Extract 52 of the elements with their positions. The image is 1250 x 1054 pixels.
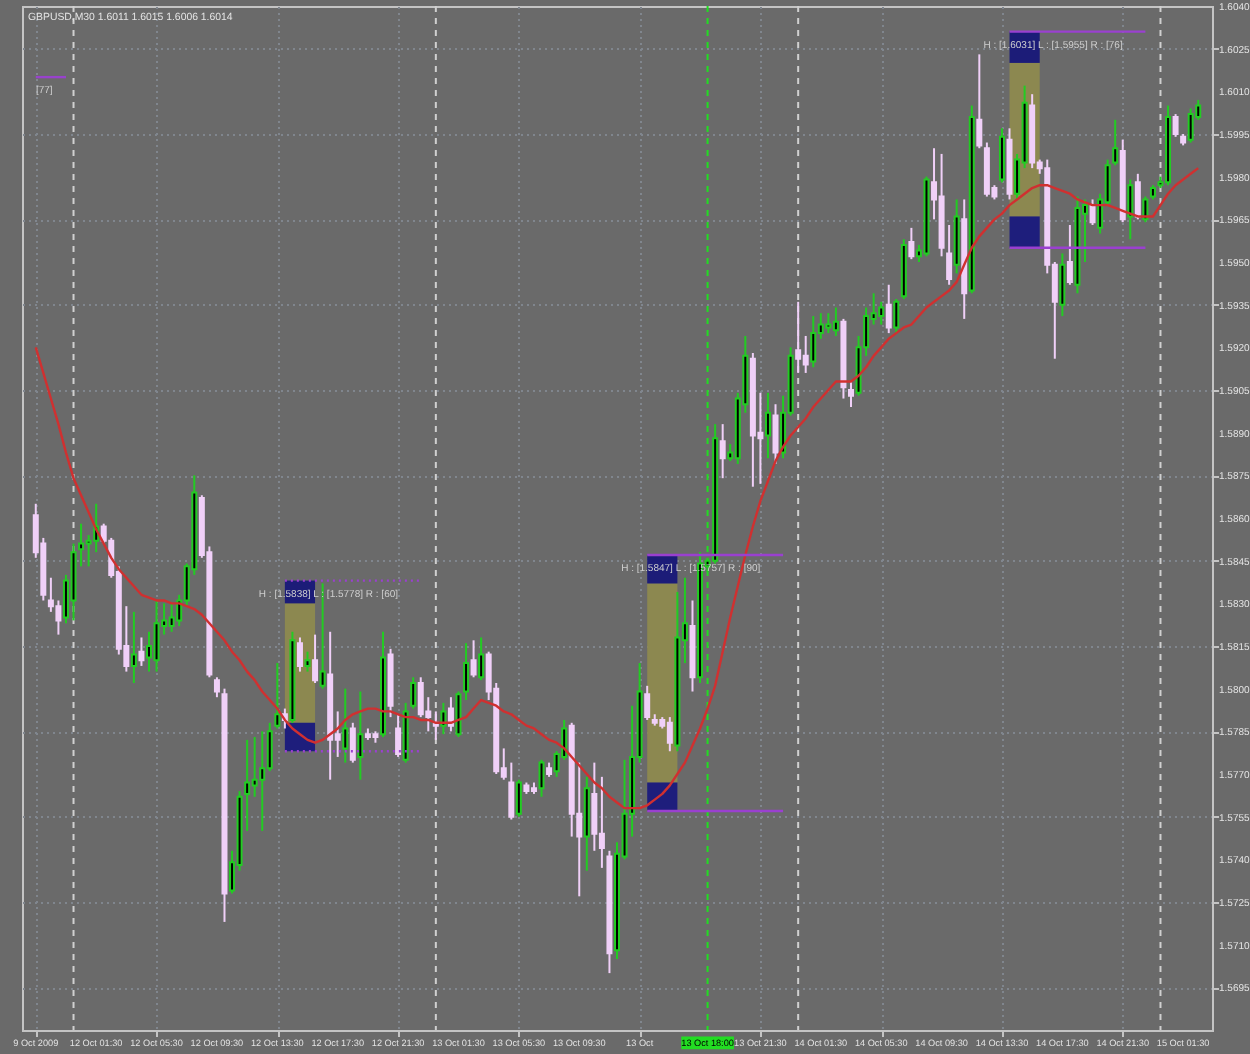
candlestick [825, 312, 832, 335]
candlestick [312, 633, 319, 684]
candlestick [1142, 195, 1149, 224]
candlestick [666, 716, 673, 753]
candlestick [810, 315, 817, 369]
candlestick [515, 778, 522, 818]
candlestick [832, 306, 839, 337]
candlestick [130, 610, 137, 684]
candlestick [463, 642, 470, 702]
candlestick [357, 690, 364, 781]
candlestick [395, 713, 402, 758]
candlestick [538, 758, 545, 798]
candlestick [266, 721, 273, 773]
candlestick [455, 690, 462, 739]
candlestick [296, 636, 303, 673]
candlestick [319, 582, 326, 690]
candlestick [1172, 113, 1179, 138]
candlestick [304, 650, 311, 673]
candlestick [1127, 178, 1134, 241]
candlestick [976, 53, 983, 150]
candlestick [644, 684, 651, 721]
candlestick [447, 696, 454, 733]
candlestick [764, 391, 771, 460]
candlestick [138, 636, 145, 667]
candlestick [440, 701, 447, 736]
candlestick [591, 761, 598, 852]
candlestick [848, 380, 854, 409]
candlestick [1187, 107, 1194, 144]
candlestick [153, 599, 160, 673]
candlestick [772, 403, 779, 465]
candlestick [470, 639, 477, 679]
candlestick [893, 297, 900, 335]
candlestick [1066, 224, 1073, 286]
candlestick [478, 636, 485, 682]
candlestick [983, 141, 990, 198]
candlestick [1134, 172, 1141, 221]
candlestick [349, 721, 356, 764]
candlestick [719, 423, 726, 480]
line-series [34, 166, 1200, 810]
candlestick [998, 127, 1005, 184]
candlestick [885, 283, 892, 335]
candlestick [795, 300, 802, 374]
candlestick [1059, 252, 1066, 318]
candlestick [878, 300, 885, 326]
candlestick [802, 334, 809, 374]
candlestick [1089, 198, 1096, 227]
candlestick [146, 630, 152, 673]
candlestick [168, 602, 175, 633]
candlestick [259, 730, 266, 832]
candlestick [908, 226, 915, 261]
candlestick [508, 761, 515, 821]
candlestick [342, 687, 349, 764]
